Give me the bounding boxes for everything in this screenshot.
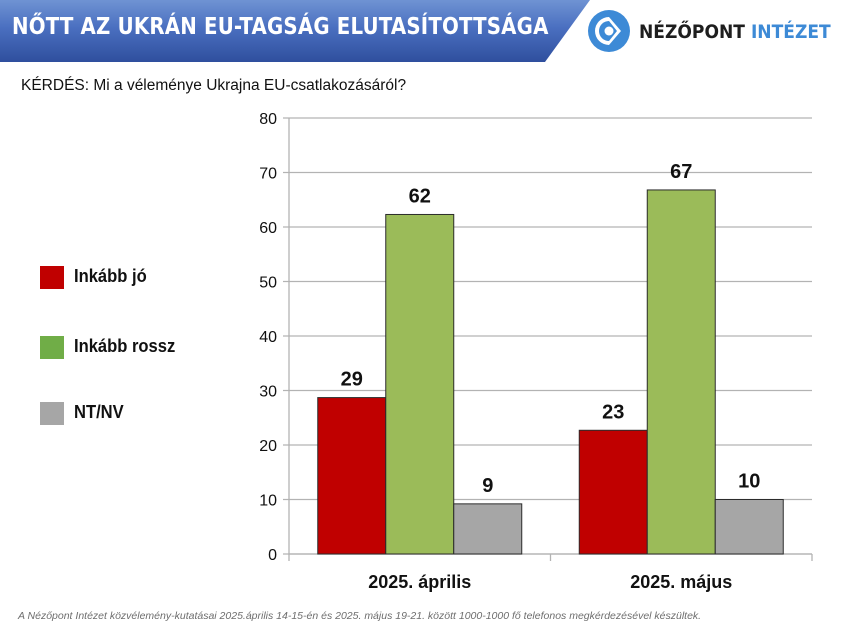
- y-tick-label: 80: [259, 111, 277, 128]
- legend-label: Inkább rossz: [74, 336, 176, 356]
- legend-label: Inkább jó: [74, 266, 147, 286]
- logo-word-intezet: INTÉZET: [750, 21, 831, 43]
- logo-text: NÉZŐPONT INTÉZET: [639, 21, 831, 43]
- y-tick-label: 70: [259, 166, 277, 183]
- logo-word-nezopont: NÉZŐPONT: [639, 21, 745, 43]
- bar-chart: 0 10 20 30 40 50 60 70 80 29 62 9 2025. április 23 67 1…: [259, 111, 813, 592]
- bar-ink-bb-rossz: [385, 213, 455, 555]
- footnote: A Nézőpont Intézet közvélemény-kutatásai…: [18, 610, 702, 622]
- nezopont-logo-icon: [588, 10, 630, 52]
- brand-logo: NÉZŐPONT INTÉZET: [586, 8, 856, 54]
- data-label: 23: [602, 401, 624, 423]
- y-tick-label: 40: [259, 329, 277, 346]
- survey-question: KÉRDÉS: Mi a véleménye Ukrajna EU-csatla…: [21, 77, 407, 94]
- bar-ink-bb-j-: [578, 429, 648, 555]
- y-tick-label: 60: [259, 220, 277, 237]
- bar-nt-nv: [714, 499, 784, 555]
- bar-ink-bb-rossz: [646, 189, 716, 555]
- x-category-label: 2025. április: [368, 572, 471, 592]
- y-tick-label: 50: [259, 275, 277, 292]
- legend-label: NT/NV: [74, 402, 124, 422]
- title-banner: [0, 0, 590, 62]
- page-title: NŐTT AZ UKRÁN EU-TAGSÁG ELUTASÍTOTTSÁGA: [12, 14, 549, 40]
- legend-swatch-gray: [40, 402, 64, 425]
- y-tick-label: 20: [259, 438, 277, 455]
- data-label: 62: [409, 185, 431, 207]
- data-label: 29: [341, 369, 363, 391]
- data-label: 10: [738, 471, 760, 493]
- data-label: 67: [670, 161, 692, 183]
- bar-ink-bb-j-: [317, 397, 387, 555]
- bar-nt-nv: [453, 503, 523, 555]
- y-tick-label: 0: [268, 547, 277, 564]
- data-label: 9: [482, 475, 493, 497]
- x-category-label: 2025. május: [630, 572, 732, 592]
- y-tick-label: 10: [259, 493, 277, 510]
- legend-swatch-green: [40, 336, 64, 359]
- y-tick-label: 30: [259, 384, 277, 401]
- legend-swatch-red: [40, 266, 64, 289]
